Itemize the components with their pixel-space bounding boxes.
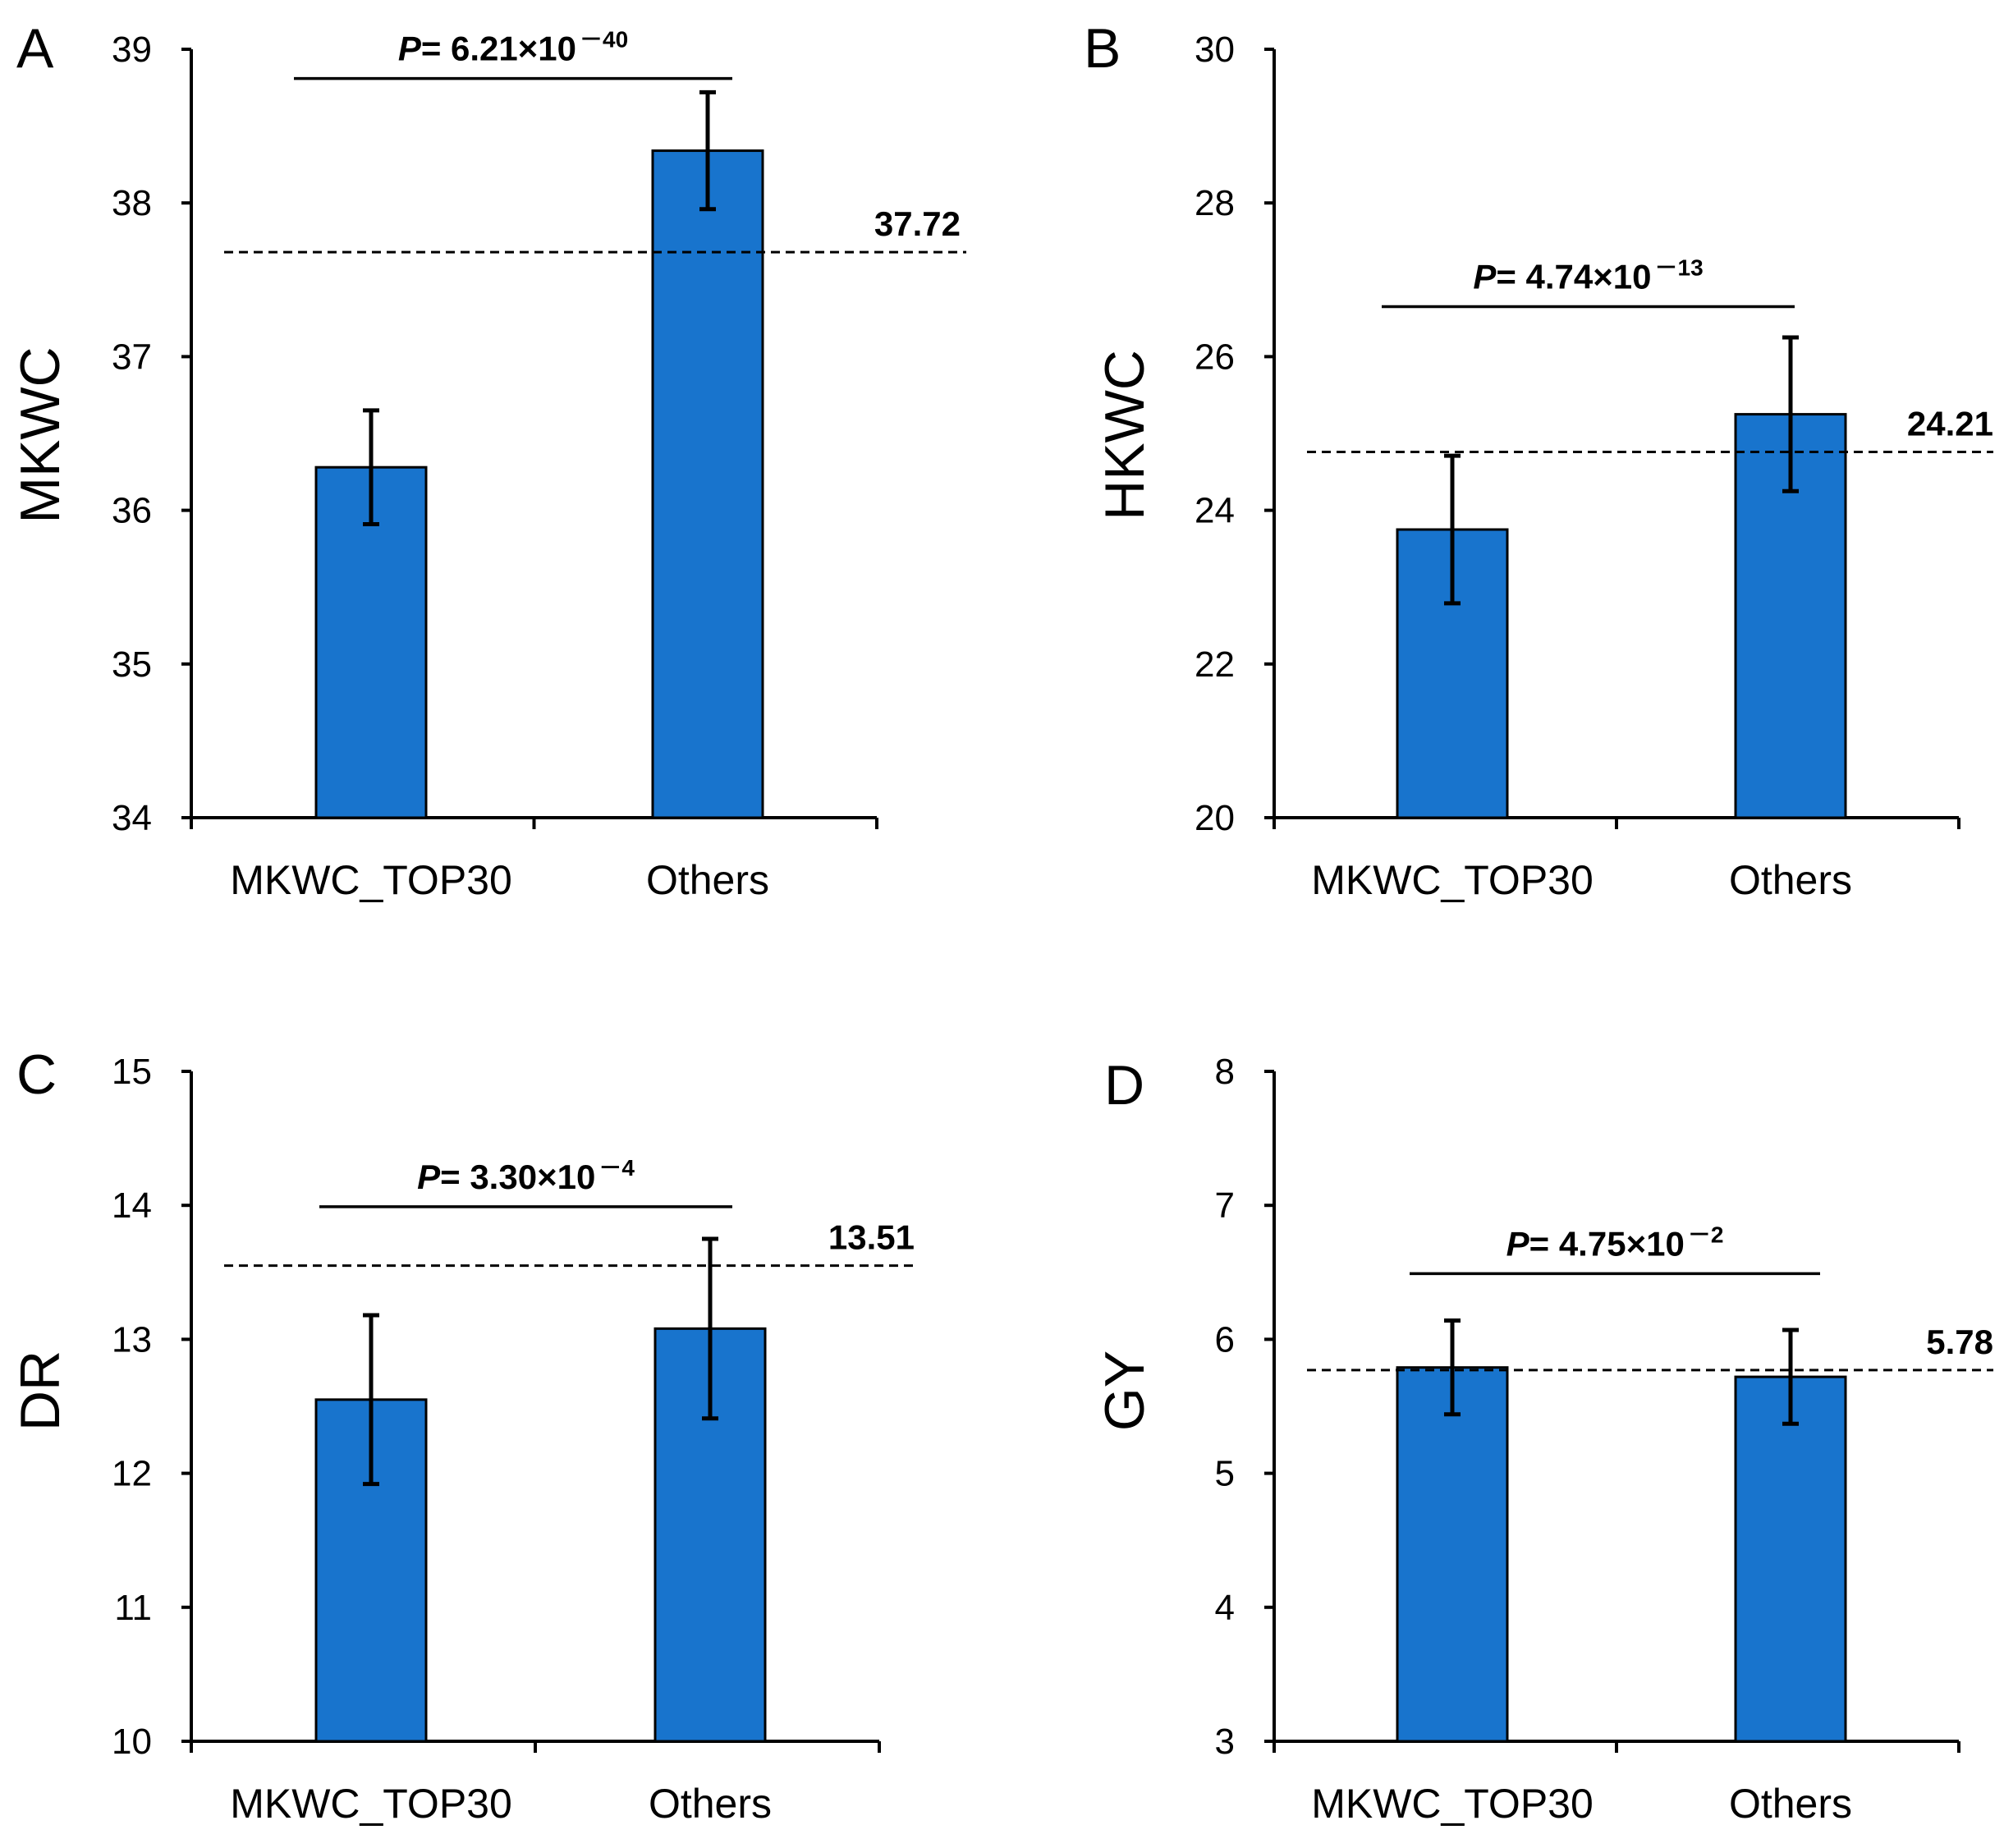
p-value-exponent: －2	[1688, 1222, 1724, 1247]
y-axis-label: HKWC	[1094, 350, 1156, 520]
error-bar	[1782, 335, 1799, 493]
y-tick-label: 13	[112, 1319, 152, 1360]
p-value-exponent: －4	[598, 1155, 635, 1181]
y-axis-label: MKWC	[9, 346, 71, 523]
error-bar	[363, 408, 379, 526]
y-tick-label: 35	[112, 644, 152, 685]
error-bar	[1782, 1328, 1799, 1426]
panel-letter: A	[16, 17, 54, 80]
x-category-label: Others	[646, 857, 769, 903]
y-tick-label: 20	[1195, 798, 1235, 838]
p-value-label: P= 4.74×10 －13	[1473, 255, 1703, 296]
bar-mkwc-top30	[1396, 1366, 1509, 1743]
p-value-mantissa: = 3.30×10	[440, 1158, 595, 1196]
p-value-label: P= 6.21×10 －40	[398, 27, 628, 68]
reference-line-label: 37.72	[874, 204, 961, 243]
y-tick-label: 7	[1215, 1185, 1235, 1226]
x-category-label: MKWC_TOP30	[1311, 1781, 1594, 1827]
error-bar	[363, 1313, 379, 1487]
p-value-mantissa: = 6.21×10	[421, 30, 576, 68]
x-category-label: MKWC_TOP30	[1311, 857, 1594, 903]
y-tick-label: 14	[112, 1185, 152, 1226]
y-tick-label: 10	[112, 1722, 152, 1762]
y-tick-label: 22	[1195, 644, 1235, 685]
panel-d: D GY 3 4 5 6 7 8 MKWC_TOP30 Others 5.78 P= 4.75×10 －…	[1094, 1052, 1993, 1827]
error-bar	[1444, 453, 1461, 606]
y-tick-label: 37	[112, 337, 152, 377]
y-tick-label: 8	[1215, 1052, 1235, 1092]
panel-letter: D	[1104, 1054, 1144, 1117]
y-tick-label: 4	[1215, 1588, 1235, 1628]
p-value-label: P= 4.75×10 －2	[1506, 1222, 1724, 1263]
y-tick-label: 28	[1195, 183, 1235, 223]
x-category-label: MKWC_TOP30	[230, 857, 512, 903]
p-value-symbol: P	[417, 1158, 441, 1196]
p-value-mantissa: = 4.74×10	[1496, 258, 1651, 296]
panel-a: A MKWC 34 35 36 37 38 39 MKWC_TOP30 Others 37.72 P=…	[9, 17, 966, 903]
panel-c: C DR 10 11 12 13 14 15 MKWC_TOP30 Others 13.51 P= 3…	[9, 1043, 915, 1827]
panel-b: B HKWC 20 22 24 26 28 30 MKWC_TOP30 Others 24.21 P=…	[1084, 17, 1993, 903]
y-tick-label: 3	[1215, 1722, 1235, 1762]
error-bar	[702, 1236, 718, 1421]
y-axis-label: GY	[1094, 1350, 1156, 1431]
error-bar	[1444, 1318, 1461, 1417]
y-tick-label: 24	[1195, 491, 1235, 531]
p-value-symbol: P	[1473, 258, 1497, 296]
x-category-label: MKWC_TOP30	[230, 1781, 512, 1827]
p-value-symbol: P	[398, 30, 422, 68]
p-value-symbol: P	[1506, 1224, 1530, 1263]
x-category-label: Others	[1729, 1781, 1852, 1827]
y-tick-label: 15	[112, 1052, 152, 1092]
y-tick-label: 26	[1195, 337, 1235, 377]
p-value-exponent: －40	[580, 27, 628, 53]
y-tick-label: 34	[112, 798, 152, 838]
x-category-label: Others	[649, 1781, 772, 1827]
y-tick-label: 12	[112, 1454, 152, 1494]
reference-line-label: 24.21	[1907, 404, 1993, 443]
y-tick-label: 30	[1195, 30, 1235, 70]
error-bar	[699, 89, 716, 212]
y-tick-label: 5	[1215, 1454, 1235, 1494]
y-tick-label: 6	[1215, 1319, 1235, 1360]
y-tick-label: 36	[112, 491, 152, 531]
y-axis-label: DR	[9, 1350, 71, 1431]
bar-others	[651, 149, 764, 819]
p-value-exponent: －13	[1655, 255, 1704, 281]
x-category-label: Others	[1729, 857, 1852, 903]
bar-mkwc-top30	[314, 1398, 428, 1743]
reference-line-label: 13.51	[828, 1218, 915, 1257]
bar-others	[1734, 1375, 1847, 1743]
reference-line-label: 5.78	[1926, 1323, 1993, 1361]
p-value-label: P= 3.30×10 －4	[417, 1155, 635, 1196]
panel-letter: B	[1084, 17, 1121, 80]
y-tick-label: 11	[114, 1588, 152, 1628]
panel-letter: C	[16, 1043, 57, 1106]
p-value-mantissa: = 4.75×10	[1529, 1224, 1685, 1263]
y-tick-label: 39	[112, 30, 152, 70]
y-tick-label: 38	[112, 183, 152, 223]
